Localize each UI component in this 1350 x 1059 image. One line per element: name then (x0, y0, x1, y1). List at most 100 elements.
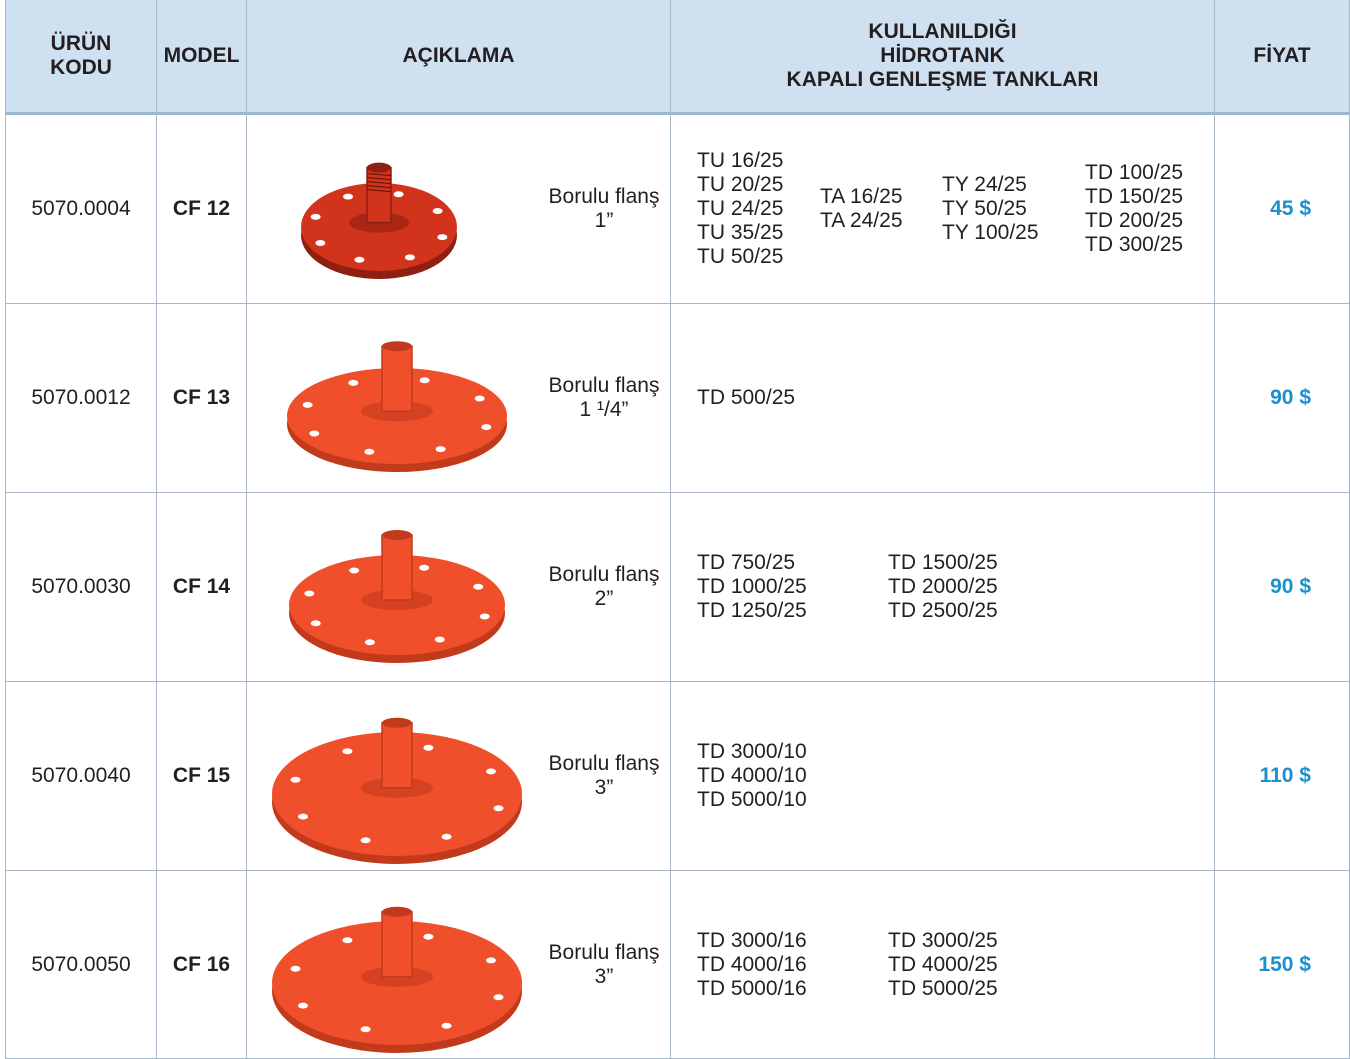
flange-shape (310, 620, 321, 627)
flange-shape (342, 937, 353, 944)
flange-image (301, 162, 457, 279)
tank-column: TD 3000/16 TD 4000/16 TD 5000/16 (697, 929, 807, 1001)
tank-model: TD 4000/10 (697, 764, 807, 787)
tank-column: TD 500/25 (697, 386, 795, 410)
model-cell: CF 15 (157, 682, 247, 871)
flange-image (272, 717, 522, 864)
description-line: Borulu flanş (548, 185, 660, 208)
description-line: 2” (594, 587, 614, 610)
header-cell: ÜRÜN KODU (5, 0, 157, 115)
flange-shape (366, 166, 392, 224)
price-cell: 90 $ (1215, 493, 1350, 682)
flange-shape (360, 1026, 371, 1033)
description: Borulu flanş 2” (534, 563, 674, 611)
flange-shape (298, 1002, 309, 1009)
flange-shape (479, 613, 490, 620)
tank-column: TD 1500/25 TD 2000/25 TD 2500/25 (888, 551, 998, 623)
flange-shape (298, 813, 309, 820)
price-cell: 45 $ (1215, 115, 1350, 304)
price: 45 $ (1270, 197, 1311, 220)
flange-shape (481, 424, 492, 431)
flange-shape (493, 994, 504, 1001)
flange-shape (485, 957, 496, 964)
tank-column: TY 24/25 TY 50/25 TY 100/25 (942, 173, 1039, 245)
flange-shape (382, 341, 412, 352)
model-cell: CF 13 (157, 304, 247, 493)
flange-shape (441, 1022, 452, 1029)
tank-model: TD 3000/25 (888, 928, 998, 952)
tank-model: TA 16/25 (820, 185, 903, 208)
header-text: FİYAT (1253, 44, 1311, 67)
tank-model: TD 200/25 (1085, 209, 1184, 232)
tank-model: TD 500/25 (697, 386, 796, 409)
flange-shape (434, 636, 445, 643)
flange-shape (364, 448, 375, 455)
model: CF 16 (172, 952, 231, 976)
model-cell: CF 14 (157, 493, 247, 682)
flange-shape (343, 193, 354, 200)
code-cell: 5070.0012 (5, 304, 157, 493)
code-cell: 5070.0050 (5, 871, 157, 1059)
description-line: 3” (594, 776, 614, 799)
header-text: KULLANILDIĞI (868, 20, 1017, 43)
tank-model: TY 100/25 (942, 221, 1039, 244)
flange-shape (360, 837, 371, 844)
description: Borulu flanş 3” (534, 941, 674, 989)
code-cell: 5070.0040 (5, 682, 157, 871)
tank-model: TU 24/25 (697, 197, 784, 220)
flange-shape (302, 401, 313, 408)
model: CF 14 (172, 575, 231, 598)
header-text: HİDROTANK (880, 44, 1005, 67)
flange-image (272, 906, 522, 1053)
flange-shape (366, 181, 392, 185)
tank-model: TD 3000/16 (697, 928, 807, 952)
tank-model: TA 24/25 (820, 209, 903, 232)
tanks-cell: TD 3000/10 TD 4000/10 TD 5000/10 (671, 682, 1215, 871)
flange-shape (366, 189, 392, 193)
flange-shape (423, 933, 434, 940)
tanks-cell: TD 500/25 (671, 304, 1215, 493)
price-cell: 150 $ (1215, 871, 1350, 1059)
flange-image (287, 341, 507, 472)
tank-model: TY 50/25 (942, 197, 1027, 220)
flange-shape (393, 191, 404, 198)
description-cell: Borulu flanş 3” (247, 682, 671, 871)
description: Borulu flanş 3” (534, 752, 674, 800)
flange-image (289, 530, 505, 663)
tank-column: TD 100/25 TD 150/25 TD 200/25 TD 300/25 (1085, 161, 1183, 257)
description: Borulu flanş 1 ¹/4” (534, 374, 674, 422)
price-cell: 110 $ (1215, 682, 1350, 871)
tank-model: TU 16/25 (697, 149, 784, 172)
flange-shape (366, 177, 392, 181)
description-line: Borulu flanş (548, 374, 660, 397)
tank-column: TD 3000/10 TD 4000/10 TD 5000/10 (697, 740, 807, 812)
flange-shape (381, 345, 413, 412)
tank-model: TD 100/25 (1085, 161, 1184, 184)
flange-shape (441, 833, 452, 840)
code-cell: 5070.0004 (5, 115, 157, 304)
flange-shape (404, 254, 415, 261)
tank-column: TA 16/25 TA 24/25 (820, 185, 903, 233)
flange-shape (485, 768, 496, 775)
tank-model: TD 2000/25 (888, 575, 998, 598)
tank-model: TD 150/25 (1085, 185, 1184, 208)
tank-model: TU 20/25 (697, 173, 784, 196)
tank-model: TD 2500/25 (888, 599, 998, 622)
flange-shape (309, 430, 320, 437)
flange-shape (304, 590, 315, 597)
tank-column: TD 3000/25 TD 4000/25 TD 5000/25 (888, 929, 998, 1001)
tank-model: TD 1000/25 (697, 575, 807, 598)
flange-shape (493, 805, 504, 812)
tank-model: TY 24/25 (942, 173, 1027, 196)
description-cell: Borulu flanş 2” (247, 493, 671, 682)
flange-shape (381, 534, 413, 601)
description-cell: Borulu flanş 1” (247, 115, 671, 304)
flange-shape (473, 583, 484, 590)
flange-shape (381, 722, 413, 789)
tank-model: TU 35/25 (697, 221, 784, 244)
price-cell: 90 $ (1215, 304, 1350, 493)
description-line: Borulu flanş (548, 752, 660, 775)
tank-model: TD 3000/10 (697, 740, 807, 763)
header-text: MODEL (163, 44, 240, 67)
